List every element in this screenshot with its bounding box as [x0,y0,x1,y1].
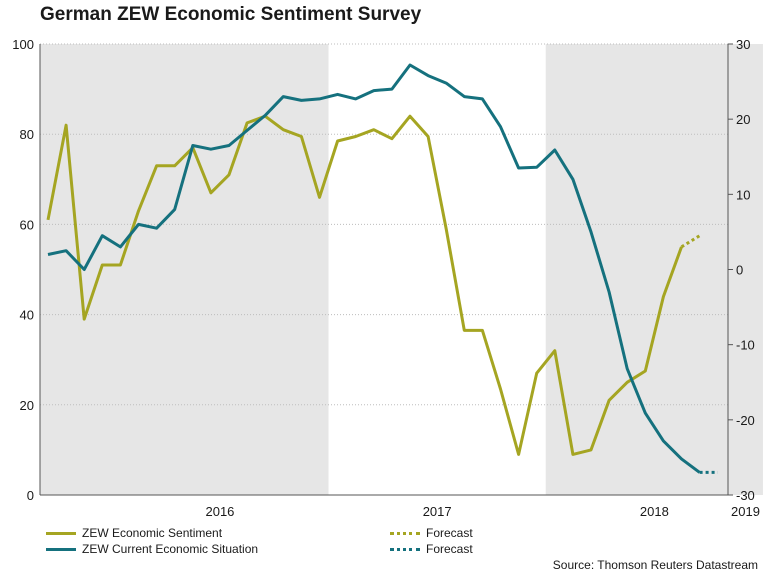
left-tick-label: 40 [20,308,34,323]
year-label-2018: 2018 [640,504,669,519]
series-lines [46,63,718,474]
legend-swatch-situation [46,547,76,551]
legend-swatch-forecast-sentiment [390,531,420,535]
right-tick-label: -20 [736,413,755,428]
shaded-period-1 [545,44,763,495]
year-label-2017: 2017 [423,504,452,519]
right-tick-label: 0 [736,263,743,278]
legend-label-forecast-sentiment: Forecast [426,526,473,540]
legend-label-sentiment: ZEW Economic Sentiment [82,526,223,540]
right-axis-ticks: -30 -20 -10 0 10 20 30 [728,37,755,503]
left-tick-label: 0 [27,488,34,503]
shaded-periods [40,44,763,495]
right-tick-label: 30 [736,37,750,52]
left-tick-label: 80 [20,127,34,142]
legend-swatch-forecast-situation [390,547,420,551]
sentiment-line [46,114,683,456]
legend-swatch-sentiment [46,531,76,535]
left-tick-label: 100 [12,37,34,52]
right-tick-label: 20 [736,112,750,127]
chart-title: German ZEW Economic Sentiment Survey [40,4,422,25]
shaded-period-0 [40,44,329,495]
left-tick-label: 60 [20,217,34,232]
legend-item-sentiment: ZEW Economic Sentiment [46,526,222,540]
legend-label-forecast-situation: Forecast [426,542,473,556]
right-tick-label: -10 [736,338,755,353]
year-label-2019: 2019 [731,504,760,519]
legend-label-situation: ZEW Current Economic Situation [82,542,259,556]
right-tick-label: 10 [736,187,750,202]
right-tick-label: -30 [736,488,755,503]
legend-item-forecast-sentiment: Forecast [390,526,473,540]
situation-line [47,63,701,474]
legend-item-forecast-situation: Forecast [390,542,473,556]
legend-item-situation: ZEW Current Economic Situation [46,542,258,556]
year-label-2016: 2016 [205,504,234,519]
year-labels: 2016 2017 2018 2019 [205,504,759,519]
source-note: Source: Thomson Reuters Datastream [552,558,758,572]
left-tick-label: 20 [20,398,34,413]
left-axis-ticks: 0 20 40 60 80 100 [12,37,34,503]
